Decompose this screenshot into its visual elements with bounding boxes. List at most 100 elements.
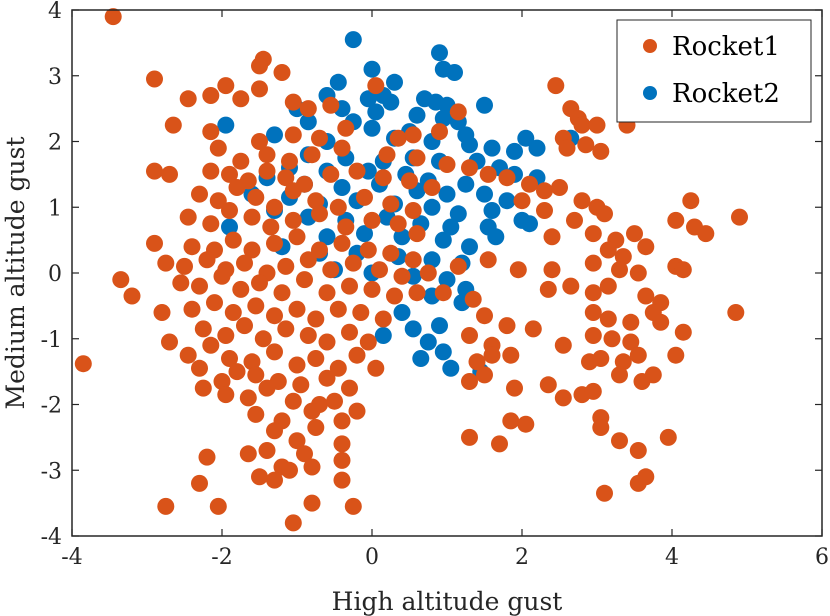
point-rocket2-18 — [408, 106, 426, 124]
point-rocket1-266 — [266, 471, 283, 489]
point-rocket1-272 — [157, 497, 175, 515]
point-rocket1-212 — [667, 346, 685, 364]
point-rocket1-177 — [674, 323, 692, 341]
point-rocket1-158 — [153, 304, 171, 321]
point-rocket1-78 — [596, 205, 613, 223]
point-rocket1-253 — [592, 419, 610, 436]
point-rocket1-17 — [284, 126, 302, 144]
point-rocket1-22 — [431, 123, 448, 141]
point-rocket1-16 — [251, 133, 268, 150]
point-rocket2-3 — [446, 64, 463, 81]
point-rocket1-123 — [344, 254, 362, 272]
point-rocket1-148 — [386, 287, 403, 305]
point-rocket2-81 — [393, 228, 411, 246]
point-rocket1-242 — [303, 402, 321, 420]
point-rocket1-33 — [547, 77, 565, 95]
point-rocket2-69 — [521, 215, 538, 233]
point-rocket1-8 — [273, 64, 291, 81]
point-rocket1-108 — [637, 238, 655, 256]
point-rocket1-153 — [562, 277, 580, 295]
point-rocket1-127 — [449, 257, 467, 275]
x-tick-label-1: -2 — [211, 545, 232, 570]
point-rocket1-275 — [303, 494, 321, 512]
point-rocket1-5 — [232, 90, 250, 108]
point-rocket2-5 — [386, 73, 403, 91]
point-rocket2-97 — [393, 304, 411, 321]
point-rocket1-140 — [213, 267, 231, 285]
point-rocket1-252 — [491, 435, 508, 453]
y-tick-label-5: 1 — [48, 196, 62, 221]
point-rocket1-255 — [629, 442, 647, 459]
point-rocket1-12 — [322, 96, 340, 114]
point-rocket1-146 — [341, 277, 358, 295]
point-rocket1-190 — [554, 336, 572, 354]
point-rocket1-9 — [251, 80, 268, 98]
point-rocket1-45 — [202, 162, 220, 180]
point-rocket1-21 — [404, 126, 422, 144]
point-rocket1-107 — [614, 248, 632, 266]
point-rocket1-20 — [389, 129, 407, 147]
point-rocket1-15 — [202, 123, 220, 141]
point-rocket1-254 — [611, 432, 628, 450]
point-rocket1-184 — [299, 327, 317, 344]
point-rocket1-25 — [232, 152, 250, 170]
point-rocket2-19 — [434, 110, 452, 127]
y-tick-label-1: -3 — [41, 459, 62, 484]
point-rocket1-221 — [341, 379, 358, 397]
point-rocket1-89 — [408, 225, 426, 243]
point-rocket1-133 — [629, 264, 647, 282]
point-rocket2-24 — [217, 116, 235, 134]
point-rocket1-76 — [536, 202, 553, 219]
point-rocket1-81 — [221, 202, 238, 219]
point-rocket1-145 — [318, 284, 336, 302]
point-rocket1-258 — [239, 445, 257, 463]
point-rocket2-99 — [404, 320, 422, 338]
point-rocket2-21 — [299, 113, 317, 131]
point-rocket1-169 — [476, 307, 493, 325]
point-rocket1-232 — [284, 392, 302, 410]
legend-marker-rocket2 — [643, 86, 657, 100]
point-rocket1-13 — [367, 77, 385, 95]
point-rocket1-64 — [209, 192, 227, 210]
point-rocket1-105 — [404, 251, 422, 269]
point-rocket1-129 — [509, 261, 527, 279]
point-rocket1-70 — [329, 198, 347, 216]
point-rocket1-136 — [112, 271, 130, 289]
y-tick-label-3: -1 — [41, 328, 62, 353]
point-rocket1-14 — [164, 116, 182, 134]
point-rocket1-196 — [202, 336, 220, 354]
point-rocket1-251 — [461, 428, 478, 446]
point-rocket1-174 — [622, 313, 640, 331]
point-rocket1-42 — [592, 142, 610, 160]
point-rocket1-94 — [146, 234, 163, 252]
point-rocket1-83 — [262, 218, 280, 236]
point-rocket2-79 — [318, 228, 336, 246]
point-rocket1-138 — [172, 274, 190, 292]
point-rocket1-32 — [438, 156, 456, 173]
point-rocket2-10 — [382, 93, 400, 111]
point-rocket1-4 — [217, 77, 235, 95]
point-rocket2-33 — [506, 142, 523, 160]
point-rocket1-209 — [592, 350, 610, 367]
point-rocket1-191 — [584, 327, 602, 344]
point-rocket1-211 — [629, 346, 647, 364]
y-tick-label-0: -4 — [41, 525, 62, 550]
point-rocket2-88 — [423, 251, 441, 269]
point-rocket1-270 — [637, 468, 655, 486]
point-rocket1-188 — [461, 327, 478, 344]
point-rocket1-171 — [524, 320, 542, 338]
point-rocket2-49 — [457, 175, 475, 193]
point-rocket1-273 — [209, 497, 227, 515]
point-rocket1-116 — [198, 251, 216, 269]
point-rocket1-72 — [382, 195, 400, 213]
point-rocket1-192 — [603, 330, 621, 348]
point-rocket1-77 — [566, 211, 583, 229]
point-rocket1-88 — [389, 215, 407, 233]
point-rocket1-44 — [161, 165, 178, 183]
y-axis-title: Medium altitude gust — [1, 137, 30, 410]
point-rocket1-200 — [288, 356, 306, 374]
legend-box — [616, 19, 812, 123]
point-rocket2-54 — [333, 179, 351, 196]
point-rocket1-163 — [266, 307, 283, 325]
point-rocket1-220 — [318, 369, 336, 387]
